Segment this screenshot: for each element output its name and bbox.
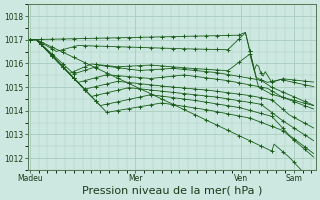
X-axis label: Pression niveau de la mer( hPa ): Pression niveau de la mer( hPa ) — [82, 186, 262, 196]
